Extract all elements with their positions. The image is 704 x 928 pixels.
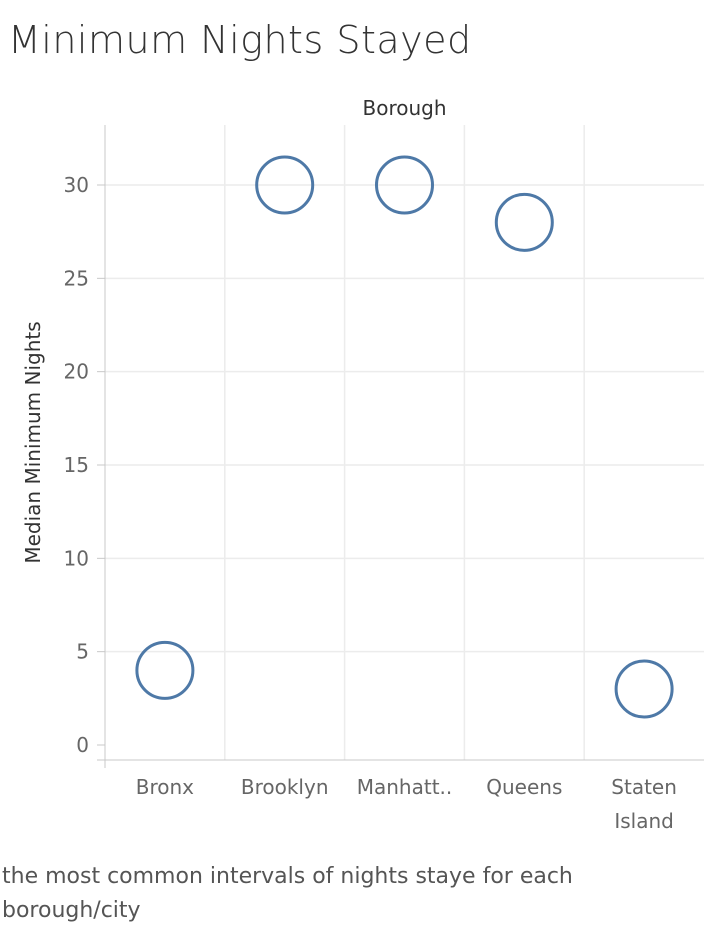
data-point xyxy=(255,155,315,215)
column-header: Borough xyxy=(362,96,446,120)
data-point xyxy=(614,659,674,719)
data-point xyxy=(375,155,434,215)
x-category-label: Staten xyxy=(611,775,677,799)
scatter-chart: Borough 0 5 10 15 20 25 30 Median Minimum Nights… xyxy=(21,96,704,833)
y-tick-label: 20 xyxy=(64,360,89,384)
y-tick-label: 10 xyxy=(64,546,89,570)
y-tick-label: 0 xyxy=(76,733,89,757)
x-category-label: Queens xyxy=(486,775,562,799)
chart-caption: the most common intervals of nights stay… xyxy=(2,864,573,923)
x-category-label: Manhatt.. xyxy=(357,775,453,799)
data-point xyxy=(494,192,554,252)
y-axis-title: Median Minimum Nights xyxy=(21,321,45,563)
y-tick-label: 5 xyxy=(76,640,89,664)
data-point xyxy=(135,640,195,700)
chart-title: Minimum Nights Stayed xyxy=(8,18,472,62)
x-category-label: Island xyxy=(614,809,674,833)
y-tick-label: 25 xyxy=(64,266,89,290)
y-tick-label: 30 xyxy=(64,173,89,197)
y-tick-label: 15 xyxy=(64,453,89,477)
x-category-label: Brooklyn xyxy=(241,775,329,799)
x-category-label: Bronx xyxy=(136,775,194,799)
